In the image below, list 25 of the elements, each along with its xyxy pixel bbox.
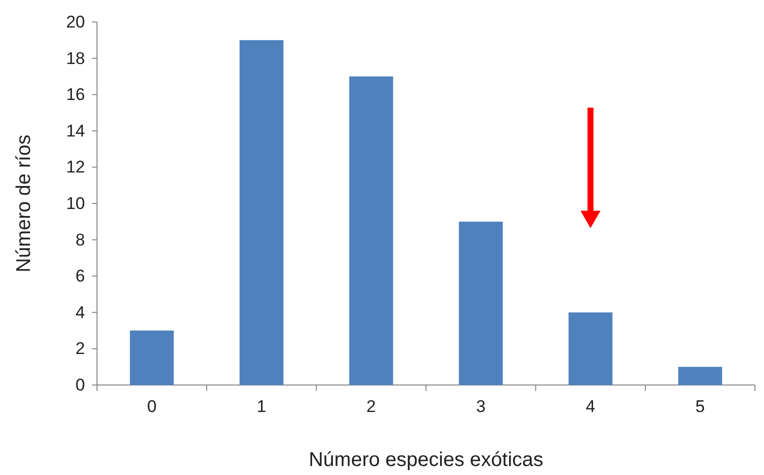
bar bbox=[678, 366, 722, 385]
x-axis-title: Número especies exóticas bbox=[308, 449, 544, 471]
bar bbox=[130, 330, 174, 385]
x-tick-label: 4 bbox=[586, 396, 596, 416]
bar bbox=[349, 76, 394, 385]
bar bbox=[568, 312, 612, 385]
bar bbox=[458, 222, 503, 385]
y-tick-label: 4 bbox=[76, 302, 85, 322]
x-tick-label: 0 bbox=[147, 396, 157, 416]
y-tick-label: 8 bbox=[76, 230, 85, 250]
bar bbox=[240, 40, 284, 385]
y-tick-label: 2 bbox=[76, 339, 85, 358]
y-tick-label: 14 bbox=[66, 121, 85, 140]
x-tick-label: 1 bbox=[256, 396, 266, 416]
y-tick-label: 18 bbox=[66, 48, 85, 68]
y-axis-title: Número de ríos bbox=[13, 134, 35, 272]
y-tick-label: 6 bbox=[76, 266, 85, 286]
x-tick-label: 2 bbox=[366, 396, 376, 416]
y-tick-label: 16 bbox=[66, 85, 85, 104]
y-tick-label: 0 bbox=[76, 375, 85, 394]
x-tick-label: 5 bbox=[695, 396, 705, 416]
x-tick-label: 3 bbox=[476, 396, 486, 416]
y-tick-label: 20 bbox=[66, 12, 85, 32]
y-tick-label: 10 bbox=[66, 194, 85, 213]
y-tick-label: 12 bbox=[66, 158, 85, 177]
